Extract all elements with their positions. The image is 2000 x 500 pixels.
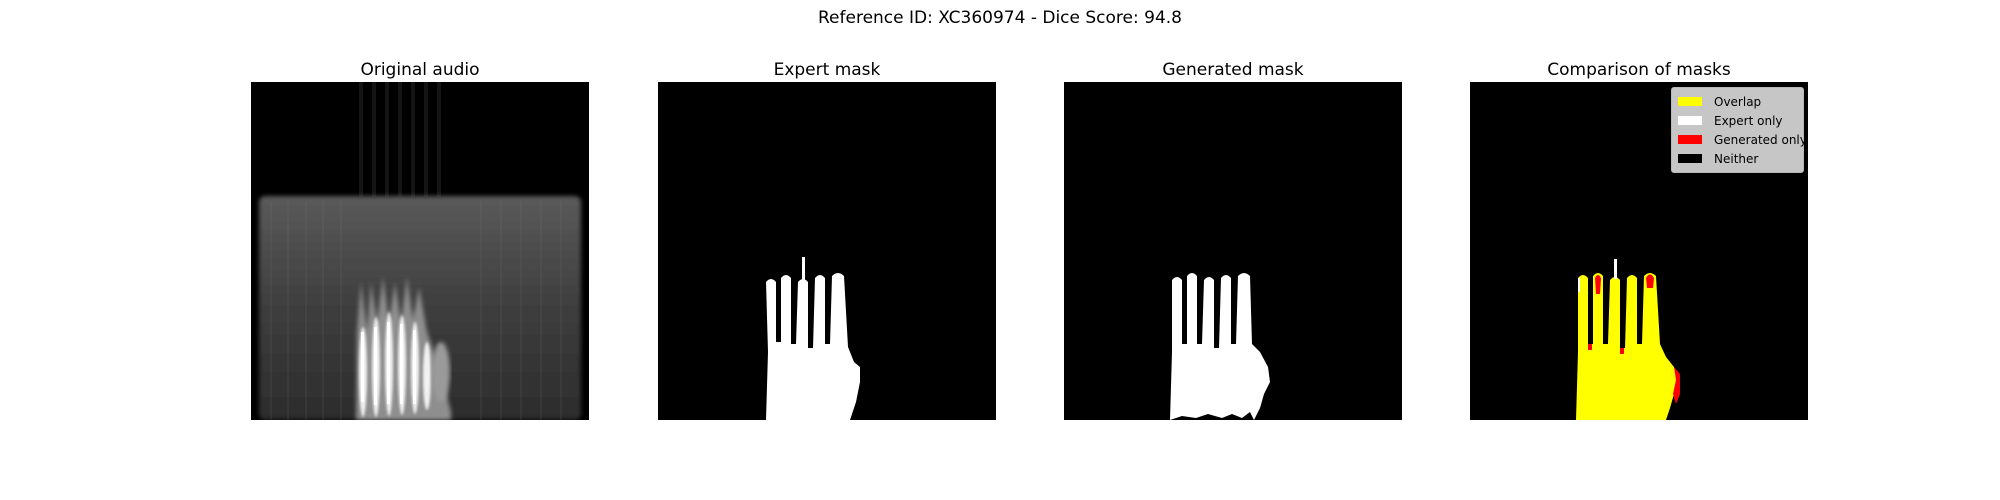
generated-mask-image — [1064, 82, 1402, 420]
panel-original-audio: Original audio — [251, 58, 589, 420]
panel-title-original-audio: Original audio — [360, 60, 480, 80]
generated-mask-graphic — [1064, 82, 1402, 420]
expert-mask-image — [658, 82, 996, 420]
legend-label-overlap: Overlap — [1714, 94, 1762, 109]
figure-title: Reference ID: XC360974 - Dice Score: 94.… — [818, 8, 1182, 28]
panel-generated-mask: Generated mask — [1064, 58, 1402, 420]
spectrogram-image — [251, 82, 589, 420]
legend-swatch-overlap — [1678, 97, 1702, 106]
legend-swatch-neither — [1678, 154, 1702, 163]
panel-title-comparison: Comparison of masks — [1547, 60, 1731, 80]
expert-mask-graphic — [658, 82, 996, 420]
panel-title-generated-mask: Generated mask — [1162, 60, 1304, 80]
legend-label-expert-only: Expert only — [1714, 113, 1783, 128]
legend-item-neither: Neither — [1678, 149, 1797, 168]
mask-legend: Overlap Expert only Generated only Neith… — [1671, 87, 1807, 173]
legend-label-generated-only: Generated only — [1714, 132, 1807, 147]
legend-label-neither: Neither — [1714, 151, 1759, 166]
spectrogram-graphic — [251, 82, 589, 420]
comparison-image: Overlap Expert only Generated only Neith… — [1470, 82, 1808, 420]
legend-swatch-generated-only — [1678, 135, 1702, 144]
legend-item-generated-only: Generated only — [1678, 130, 1807, 149]
panel-comparison: Comparison of masks Overlap — [1470, 58, 1808, 420]
panel-title-expert-mask: Expert mask — [773, 60, 881, 80]
legend-item-overlap: Overlap — [1678, 92, 1797, 111]
panel-expert-mask: Expert mask — [658, 58, 996, 420]
legend-swatch-expert-only — [1678, 116, 1702, 125]
legend-item-expert-only: Expert only — [1678, 111, 1797, 130]
